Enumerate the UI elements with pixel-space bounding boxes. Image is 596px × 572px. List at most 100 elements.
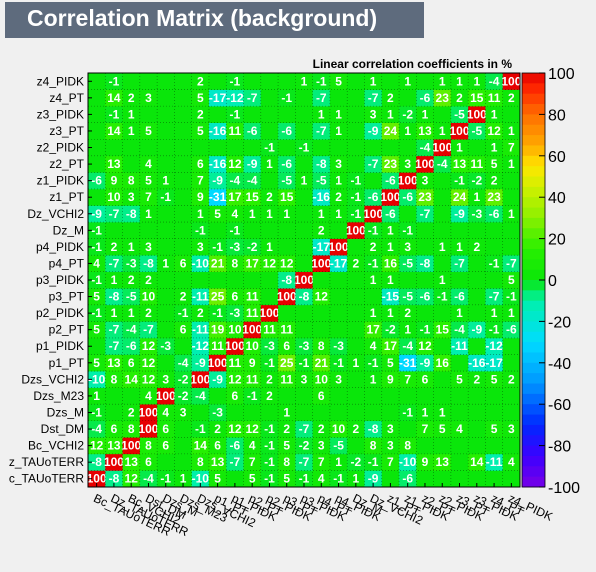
heatmap-cell bbox=[381, 155, 400, 173]
cell-value-label: -3 bbox=[299, 339, 310, 353]
cell-value-label: 3 bbox=[387, 422, 394, 436]
cell-value-label: 1 bbox=[301, 74, 308, 88]
heatmap-cell bbox=[174, 172, 192, 190]
heatmap-cell bbox=[243, 255, 262, 273]
cell-value-label: 15 bbox=[436, 323, 450, 337]
heatmap-cell bbox=[450, 387, 469, 405]
heatmap-cell bbox=[139, 437, 158, 455]
heatmap-cell bbox=[157, 354, 175, 372]
heatmap-cell bbox=[174, 106, 192, 123]
heatmap-cell bbox=[88, 453, 106, 471]
cell-value-label: 8 bbox=[145, 439, 152, 453]
heatmap-cell bbox=[139, 371, 158, 388]
cell-value-label: -4 bbox=[178, 356, 189, 370]
heatmap-cell bbox=[399, 172, 417, 190]
heatmap-cell bbox=[433, 321, 452, 339]
row-label: Dzs_M bbox=[47, 405, 84, 419]
heatmap-cell bbox=[260, 387, 279, 405]
cell-value-label: -7 bbox=[109, 207, 120, 221]
cell-value-label: 1 bbox=[370, 306, 377, 320]
heatmap-cell bbox=[364, 470, 383, 488]
cell-value-label: 5 bbox=[387, 356, 394, 370]
cell-value-label: -1 bbox=[351, 207, 362, 221]
heatmap-cell bbox=[433, 437, 452, 455]
cell-value-label: -2 bbox=[351, 455, 362, 469]
cell-value-label: 1 bbox=[404, 124, 411, 138]
heatmap-cell bbox=[399, 188, 417, 206]
cell-value-label: 1 bbox=[128, 306, 135, 320]
cell-value-label: 8 bbox=[232, 256, 239, 270]
heatmap-cell bbox=[208, 321, 227, 339]
heatmap-cell bbox=[364, 420, 383, 438]
heatmap-cell bbox=[157, 404, 175, 422]
cell-value-label: 1 bbox=[422, 107, 429, 121]
heatmap-cell bbox=[260, 437, 279, 455]
cell-value-label: -9 bbox=[368, 124, 379, 138]
heatmap-cell bbox=[381, 188, 400, 206]
cell-value-label: -10 bbox=[192, 472, 210, 486]
cell-value-label: -6 bbox=[91, 174, 102, 188]
heatmap-cell bbox=[450, 453, 469, 471]
heatmap-cell bbox=[502, 139, 521, 157]
cell-value-label: -5 bbox=[402, 290, 413, 304]
heatmap-cell bbox=[243, 155, 262, 173]
cell-value-label: -4 bbox=[489, 74, 500, 88]
cell-value-label: 1 bbox=[301, 174, 308, 188]
heatmap-cell bbox=[226, 255, 244, 273]
cell-value-label: -1 bbox=[420, 323, 431, 337]
cell-value-label: -11 bbox=[486, 455, 503, 469]
heatmap-cell bbox=[433, 89, 452, 107]
cell-value-label: -16 bbox=[209, 157, 227, 171]
heatmap-cell bbox=[139, 404, 158, 422]
color-scale: 100 80 60 40 20 0 -20 -40 -60 -80 -100 bbox=[521, 66, 580, 497]
cell-value-label: 17 bbox=[384, 339, 398, 353]
cell-value-label: 1 bbox=[387, 240, 394, 254]
cell-value-label: -12 bbox=[485, 339, 503, 353]
cell-value-label: 13 bbox=[453, 157, 467, 171]
heatmap-cell bbox=[329, 172, 348, 190]
heatmap-cell bbox=[502, 255, 521, 273]
heatmap-cell bbox=[502, 106, 521, 123]
heatmap-cell bbox=[260, 453, 279, 471]
heatmap-cell bbox=[278, 404, 296, 422]
heatmap-cell bbox=[243, 106, 262, 123]
cell-value-label: 1 bbox=[508, 207, 515, 221]
heatmap-cell bbox=[485, 453, 504, 471]
cell-value-label: -5 bbox=[471, 124, 482, 138]
heatmap-cell bbox=[433, 387, 452, 405]
heatmap-cell bbox=[416, 437, 434, 455]
heatmap-cell bbox=[416, 337, 434, 355]
heatmap-cell bbox=[450, 271, 469, 289]
heatmap-cell bbox=[312, 139, 331, 157]
heatmap-cell bbox=[191, 271, 210, 289]
heatmap-cell bbox=[502, 271, 521, 289]
cell-value-label: 7 bbox=[508, 141, 515, 155]
cell-value-label: 1 bbox=[162, 174, 169, 188]
heatmap-cell bbox=[450, 404, 469, 422]
cell-value-label: 14 bbox=[107, 91, 121, 105]
row-label: p1_PIDK bbox=[36, 339, 84, 353]
title-box: Correlation Matrix (background) bbox=[5, 2, 424, 38]
color-scale-step bbox=[522, 269, 545, 281]
heatmap-cell bbox=[295, 106, 313, 123]
heatmap-cell bbox=[485, 271, 504, 289]
heatmap-cell bbox=[105, 420, 123, 438]
cell-value-label: 2 bbox=[473, 240, 480, 254]
cell-value-label: -6 bbox=[385, 207, 396, 221]
color-scale-step bbox=[522, 321, 545, 333]
heatmap-cell bbox=[139, 122, 158, 140]
cell-value-label: -4 bbox=[230, 174, 241, 188]
heatmap-cell bbox=[485, 470, 504, 488]
cell-value-label: -1 bbox=[281, 91, 292, 105]
heatmap-cell bbox=[122, 73, 141, 90]
heatmap-cell bbox=[364, 172, 383, 190]
cell-value-label: -1 bbox=[264, 141, 275, 155]
cell-value-label: 21 bbox=[315, 356, 329, 370]
color-scale-step bbox=[522, 342, 545, 353]
heatmap-cell bbox=[416, 255, 434, 273]
heatmap-cell bbox=[416, 271, 434, 289]
cell-value-label: 100 bbox=[346, 223, 366, 237]
cell-value-label: 11 bbox=[246, 306, 259, 320]
cell-value-label: -8 bbox=[299, 290, 310, 304]
heatmap-cell bbox=[88, 420, 106, 438]
